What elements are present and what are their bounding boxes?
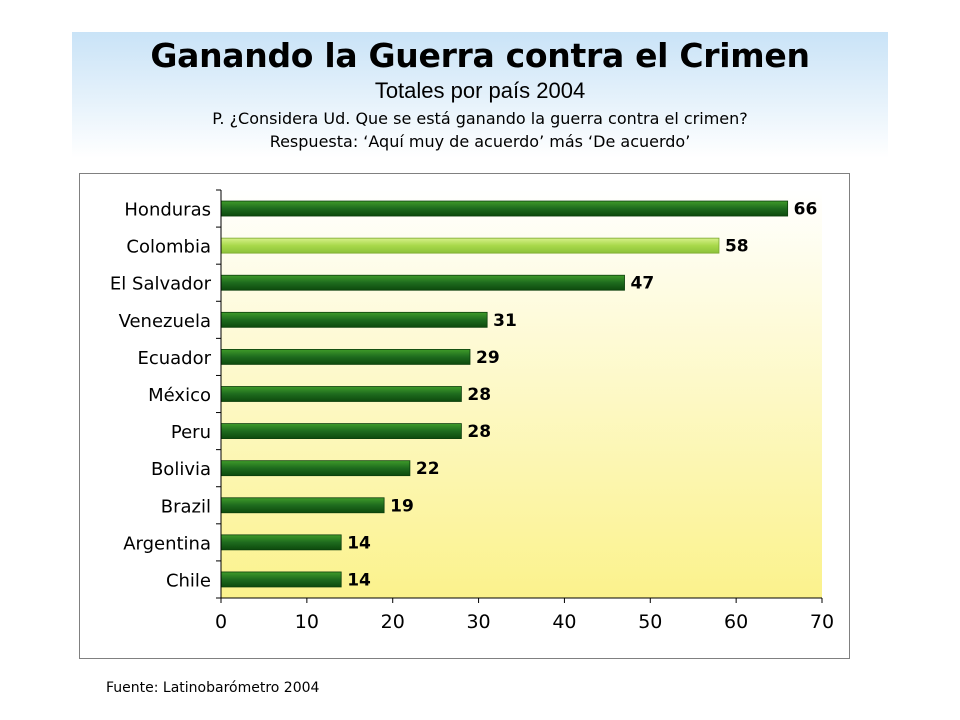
bar-chart: 66 Honduras 58 Colombia 47 El Salvador 31 Venez… (110, 189, 834, 633)
x-tick-label: 50 (638, 611, 662, 633)
x-tick-label: 70 (810, 611, 834, 633)
survey-question: P. ¿Considera Ud. Que se está ganando la… (212, 109, 748, 128)
category-label-brazil: Brazil (161, 496, 211, 517)
data-label-el-salvador: 47 (631, 274, 655, 294)
data-label-ecuador: 29 (476, 348, 500, 368)
chart-header: Ganando la Guerra contra el Crimen Total… (72, 32, 888, 158)
category-label-bolivia: Bolivia (151, 459, 211, 480)
data-label-argentina: 14 (347, 533, 371, 553)
category-label-colombia: Colombia (126, 237, 211, 258)
data-label-mexico: 28 (467, 385, 491, 405)
bar-honduras (220, 200, 789, 217)
source-note: Fuente: Latinobarómetro 2004 (106, 680, 320, 696)
data-label-chile: 14 (347, 570, 371, 590)
category-label-ecuador: Ecuador (137, 348, 211, 369)
x-tick-label: 0 (215, 611, 227, 633)
category-label-el-salvador: El Salvador (110, 274, 212, 295)
data-label-brazil: 19 (390, 496, 414, 516)
x-tick-label: 30 (466, 611, 490, 633)
data-label-honduras: 66 (794, 200, 818, 220)
data-label-colombia: 58 (725, 237, 749, 257)
chart-area: 66 Honduras 58 Colombia 47 El Salvador 31 Venez… (79, 173, 850, 659)
chart-subtitle: Totales por país 2004 (374, 78, 586, 103)
bar-brazil (220, 497, 385, 514)
bar-venezuela (220, 311, 488, 328)
x-tick-label: 40 (552, 611, 576, 633)
data-label-bolivia: 22 (416, 459, 440, 479)
category-label-venezuela: Venezuela (119, 311, 211, 332)
bar-colombia (220, 237, 720, 254)
bar-ecuador (220, 349, 471, 365)
data-label-peru: 28 (467, 422, 491, 442)
category-label-peru: Peru (171, 422, 211, 443)
chart-title: Ganando la Guerra contra el Crimen (150, 36, 810, 75)
bar-chile (220, 571, 342, 588)
bar-bolivia (220, 460, 411, 477)
bar-mexico (220, 386, 462, 402)
bar-el-salvador (220, 274, 625, 291)
category-label-argentina: Argentina (123, 533, 211, 554)
data-label-venezuela: 31 (493, 311, 517, 331)
survey-answer: Respuesta: ‘Aquí muy de acuerdo’ más ‘De… (269, 132, 691, 151)
x-tick-label: 10 (295, 611, 319, 633)
category-label-honduras: Honduras (124, 200, 211, 221)
bar-argentina (220, 534, 342, 551)
x-tick-label: 20 (381, 611, 405, 633)
category-label-chile: Chile (166, 570, 211, 591)
bar-peru (220, 423, 462, 439)
x-tick-label: 60 (724, 611, 748, 633)
category-label-mexico: México (148, 385, 211, 406)
